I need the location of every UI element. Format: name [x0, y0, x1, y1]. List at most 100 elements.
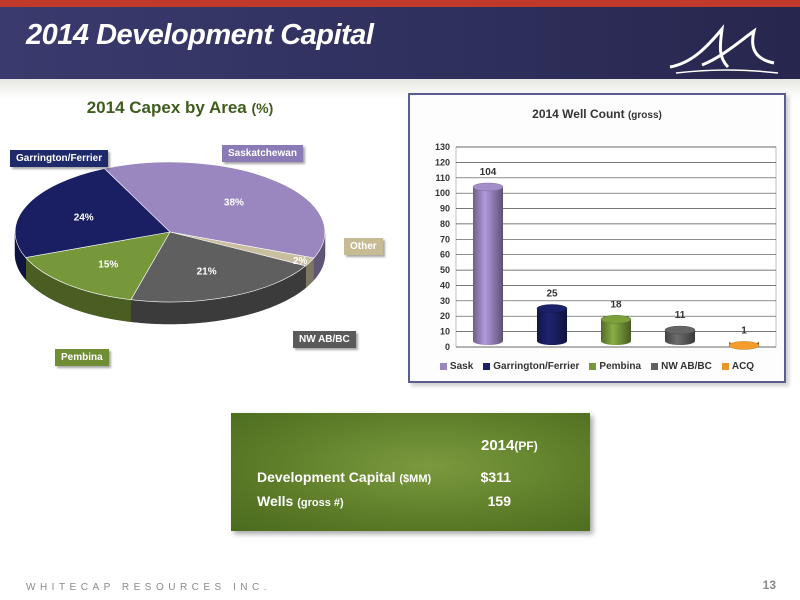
- pie-slice-tops: [14, 161, 326, 303]
- y-tick-label: 60: [440, 250, 450, 260]
- bar-garrington-ferrier: 25: [536, 289, 568, 345]
- y-tick-label: 40: [440, 281, 450, 291]
- y-tick-label: 20: [440, 311, 450, 321]
- pie-slice-pembina: [25, 231, 171, 301]
- slide-header: 2014 Development Capital: [0, 7, 800, 79]
- tag-text: Pembina: [61, 352, 103, 363]
- y-tick-label: 100: [435, 188, 450, 198]
- legend-swatch: [651, 363, 659, 370]
- y-tick-label: 130: [435, 142, 450, 152]
- bar-body: [473, 187, 503, 345]
- summary-year: 2014: [481, 437, 515, 454]
- pie-chart: 38% 2% 21% 15% 24%: [14, 161, 326, 325]
- legend-swatch: [721, 363, 729, 370]
- y-tick-label: 110: [435, 173, 450, 183]
- summary-row-label-text: Wells: [257, 493, 294, 509]
- bar-body: [537, 308, 567, 345]
- bar-chart: 0102030405060708090100110120130104251811…: [435, 142, 777, 352]
- bar-data-label: 1: [741, 326, 747, 337]
- pie-data-label: 2%: [293, 256, 308, 267]
- bar-sask: 104: [472, 167, 504, 345]
- bar-nw-ab-bc: 11: [664, 310, 696, 345]
- page-number: 13: [762, 578, 776, 592]
- bar-body: [665, 330, 695, 345]
- bar-data-label: 18: [610, 299, 622, 310]
- pie-legend-tag-pembina: Pembina: [55, 349, 109, 366]
- pie-legend-tag-garrington-ferrier: Garrington/Ferrier: [10, 150, 109, 167]
- bar-acq: 1: [728, 326, 760, 350]
- summary-row-value: $311: [480, 469, 511, 485]
- legend-label: ACQ: [731, 361, 755, 372]
- tag-text: Saskatchewan: [228, 148, 297, 159]
- bar-title-suffix: (gross): [627, 110, 662, 121]
- legend-label: Pembina: [599, 361, 642, 372]
- pie-legend-tag-nw-ab-bc: NW AB/BC: [293, 331, 356, 348]
- legend-item: Pembina: [589, 361, 641, 372]
- pie-data-label: 38%: [224, 198, 244, 209]
- bar-cap: [600, 315, 632, 324]
- pie-data-labels: 38% 2% 21% 15% 24%: [74, 198, 308, 278]
- y-tick-label: 0: [445, 342, 450, 352]
- y-tick-label: 80: [440, 219, 450, 229]
- pie-slice-saskatchewan: [103, 161, 326, 259]
- pie-data-label: 21%: [197, 267, 217, 278]
- bar-body: [601, 319, 631, 345]
- summary-year-suffix: (PF): [514, 439, 538, 453]
- plot-area: [455, 146, 777, 348]
- legend-item: NW AB/BC: [651, 361, 712, 372]
- legend-item: Garrington/Ferrier: [483, 361, 579, 372]
- legend-label: Garrington/Ferrier: [493, 361, 580, 372]
- bar-data-label: 25: [546, 289, 558, 300]
- legend-swatch: [439, 363, 447, 370]
- pie-slice-nw-ab-bc: [130, 231, 307, 303]
- summary-row-label-suffix: ($MM): [399, 473, 432, 485]
- summary-row-label-suffix: (gross #): [297, 497, 344, 509]
- legend-label: Sask: [449, 361, 474, 372]
- tag-text: Garrington/Ferrier: [16, 153, 103, 164]
- tag-text: NW AB/BC: [299, 334, 350, 345]
- legend-item: ACQ: [721, 361, 755, 372]
- summary-box: 2014(PF) Development Capital ($MM) $311 …: [231, 413, 590, 531]
- pie-title-suffix: (%): [251, 100, 274, 116]
- bar-title-text: 2014 Well Count: [532, 107, 625, 121]
- pie-data-label: 15%: [98, 259, 118, 270]
- slide-title: 2014 Development Capital: [26, 19, 374, 51]
- bar-chart-legend: Sask Garrington/Ferrier Pembina NW AB/BC ACQ: [410, 361, 784, 372]
- pie-slice-garrington-ferrier: [14, 168, 171, 258]
- pie-data-label: 24%: [74, 212, 94, 223]
- summary-row-label: Development Capital ($MM): [257, 469, 431, 485]
- bar-pembina: 18: [600, 299, 632, 345]
- legend-swatch: [589, 363, 597, 370]
- pie-chart-title: 2014 Capex by Area (%): [70, 98, 290, 118]
- pie-legend-tag-saskatchewan: Saskatchewan: [222, 145, 303, 162]
- y-gridlines: 0 10 20 30 40 50 60 70 80 90 100 110 120 130: [435, 142, 776, 352]
- y-tick-label: 30: [440, 296, 450, 306]
- y-tick-label: 90: [440, 204, 450, 214]
- pie-legend-tag-other: Other: [344, 238, 383, 255]
- bar-cap: [536, 304, 568, 313]
- y-tick-label: 10: [440, 327, 450, 337]
- tag-text: Other: [350, 241, 377, 252]
- top-accent-line: [0, 0, 800, 7]
- bar-chart-title: 2014 Well Count (gross): [410, 107, 784, 121]
- y-tick-label: 70: [440, 234, 450, 244]
- summary-column-header: 2014(PF): [481, 437, 538, 454]
- bar-data-label: 104: [480, 167, 497, 178]
- summary-row-value: 159: [487, 493, 511, 509]
- bar-cap: [728, 341, 760, 350]
- bar-cap: [664, 325, 696, 335]
- y-tick-label: 120: [435, 157, 450, 167]
- footer-company-name: WHITECAP RESOURCES INC.: [26, 582, 271, 593]
- summary-row-label-text: Development Capital: [257, 469, 396, 485]
- pie-title-text: 2014 Capex by Area: [86, 98, 247, 117]
- summary-row-label: Wells (gross #): [257, 493, 344, 509]
- legend-label: NW AB/BC: [661, 361, 712, 372]
- bar-cap: [472, 182, 504, 192]
- bar-chart-panel: 2014 Well Count (gross) 0 10 20 30 40 50 60 70 8…: [408, 93, 786, 383]
- legend-swatch: [483, 363, 491, 370]
- company-logo-icon: [669, 24, 779, 74]
- bar-data-label: 11: [675, 310, 686, 321]
- y-tick-label: 50: [440, 265, 450, 275]
- legend-item: Sask: [439, 361, 474, 372]
